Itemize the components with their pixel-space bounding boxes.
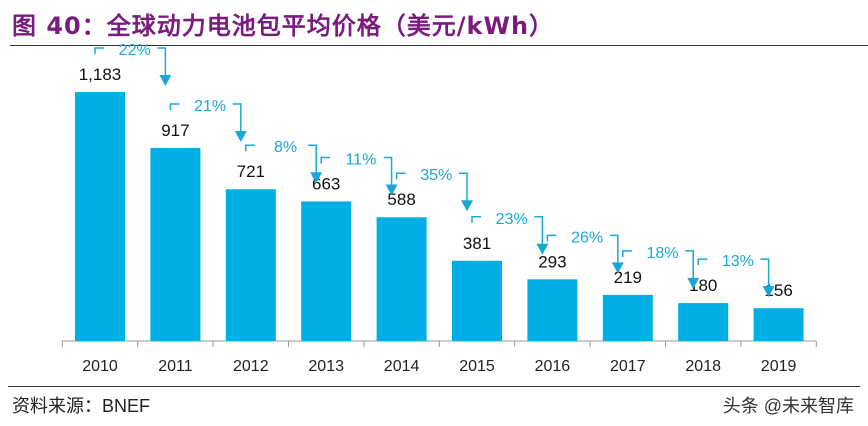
arrow-down-icon xyxy=(461,200,473,212)
arrow-down-icon xyxy=(762,286,775,298)
bar-2019 xyxy=(753,308,804,341)
source-note: 资料来源：BNEF xyxy=(12,396,151,416)
change-label: 26% xyxy=(571,229,603,246)
value-label-2019: 156 xyxy=(764,281,792,300)
change-label: 21% xyxy=(194,98,226,115)
arrow-line xyxy=(232,103,242,132)
change-label: 11% xyxy=(345,151,376,168)
change-label: 23% xyxy=(496,211,528,228)
x-tick-label-2011: 2011 xyxy=(158,358,193,375)
change-label: 13% xyxy=(722,253,754,270)
bar-2013 xyxy=(301,201,352,341)
arrow-line xyxy=(157,47,167,76)
bar-2014 xyxy=(376,217,427,341)
bracket-start xyxy=(622,250,632,257)
bar-2011 xyxy=(150,147,201,341)
arrow-line xyxy=(534,216,544,245)
x-tick-label-2013: 2013 xyxy=(308,358,344,375)
x-tick-label-2016: 2016 xyxy=(535,358,571,375)
x-tick-label-2015: 2015 xyxy=(459,358,495,375)
bracket-start xyxy=(395,172,406,180)
value-label-2013: 663 xyxy=(312,174,340,193)
bracket-start xyxy=(169,103,180,110)
x-tick-label-2012: 2012 xyxy=(233,358,269,375)
arrow-line xyxy=(760,258,770,288)
x-tick-label-2018: 2018 xyxy=(685,358,721,375)
bar-2016 xyxy=(527,279,578,341)
bar-2017 xyxy=(602,294,653,341)
bracket-start xyxy=(94,47,104,54)
bracket-start xyxy=(471,216,481,223)
arrow-down-icon xyxy=(310,172,323,184)
change-label: 22% xyxy=(119,42,151,59)
value-label-2012: 721 xyxy=(237,162,265,181)
arrow-line xyxy=(609,234,619,264)
arrow-down-icon xyxy=(385,184,398,196)
arrow-line xyxy=(308,144,317,174)
x-tick-label-2010: 2010 xyxy=(82,358,118,375)
change-label: 18% xyxy=(646,245,678,262)
footer-divider xyxy=(8,386,860,387)
value-label-2010: 1,183 xyxy=(79,65,122,84)
bracket-start xyxy=(320,156,331,164)
watermark: 头条 @未来智库 xyxy=(722,396,854,416)
value-label-2014: 588 xyxy=(387,190,415,209)
value-label-2011: 917 xyxy=(161,121,189,140)
change-label: 35% xyxy=(420,167,452,184)
chart-title: 图 40：全球动力电池包平均价格（美元/kWh） xyxy=(12,12,555,40)
change-label: 8% xyxy=(274,139,297,156)
x-tick-label-2017: 2017 xyxy=(610,358,646,375)
bar-2015 xyxy=(452,260,502,341)
arrow-down-icon xyxy=(687,277,700,289)
bar-2018 xyxy=(678,303,729,341)
value-label-2015: 381 xyxy=(463,234,491,253)
arrow-line xyxy=(685,250,694,279)
bracket-start xyxy=(697,258,708,266)
bar-2012 xyxy=(225,189,276,341)
arrow-line xyxy=(383,156,393,186)
value-label-2016: 293 xyxy=(538,252,566,271)
bar-2010 xyxy=(75,92,125,341)
arrow-down-icon xyxy=(159,75,172,86)
bracket-start xyxy=(245,144,255,152)
arrow-line xyxy=(459,172,468,202)
arrow-down-icon xyxy=(536,243,549,255)
bracket-start xyxy=(546,234,557,242)
value-label-2017: 219 xyxy=(614,268,642,287)
x-tick-label-2014: 2014 xyxy=(384,358,420,375)
title-divider xyxy=(10,45,868,46)
arrow-down-icon xyxy=(234,130,247,142)
arrow-down-icon xyxy=(611,262,624,274)
x-tick-label-2019: 2019 xyxy=(761,358,797,375)
